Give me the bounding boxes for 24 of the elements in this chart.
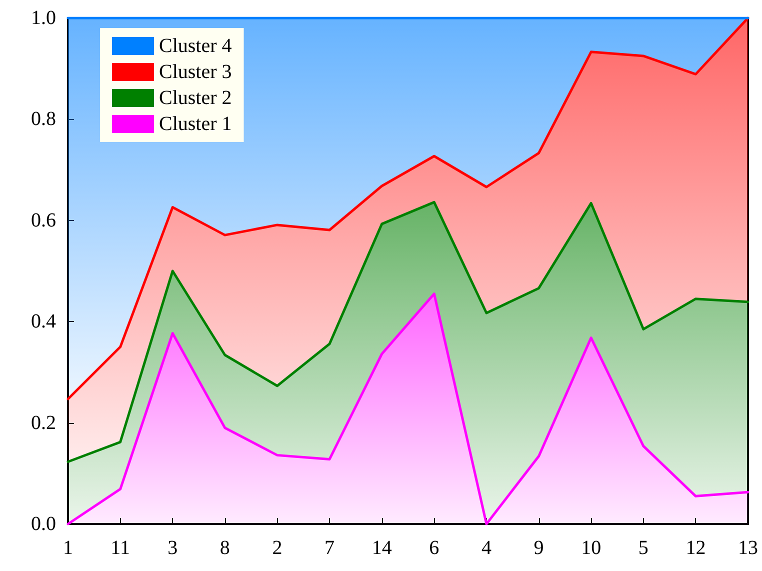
legend-label: Cluster 1 [159,113,232,135]
x-tick-label: 1 [63,537,73,559]
y-tick-label: 0.8 [31,108,56,130]
x-tick-label: 10 [581,537,602,559]
x-tick-label: 12 [686,537,706,559]
x-tick-label: 3 [168,537,178,559]
x-tick-label: 6 [429,537,440,559]
y-tick-label: 0.6 [31,209,56,232]
x-tick-label: 7 [324,537,335,559]
legend-label: Cluster 3 [159,61,232,83]
x-tick-label: 2 [272,537,282,559]
legend-label: Cluster 2 [159,87,232,109]
y-tick-label: 0.2 [31,412,56,434]
x-tick-label: 8 [220,537,230,559]
y-tick-label: 0.0 [31,513,56,535]
legend-label: Cluster 4 [159,35,232,57]
x-tick-label: 9 [534,537,544,559]
x-tick-label: 14 [372,537,392,559]
y-tick-label: 0.4 [31,310,56,333]
x-tick-label: 5 [638,537,648,559]
y-tick-label: 1.0 [31,7,56,29]
x-tick-label: 4 [481,537,492,559]
x-tick-label: 13 [738,537,758,559]
x-tick-label: 11 [110,537,130,559]
